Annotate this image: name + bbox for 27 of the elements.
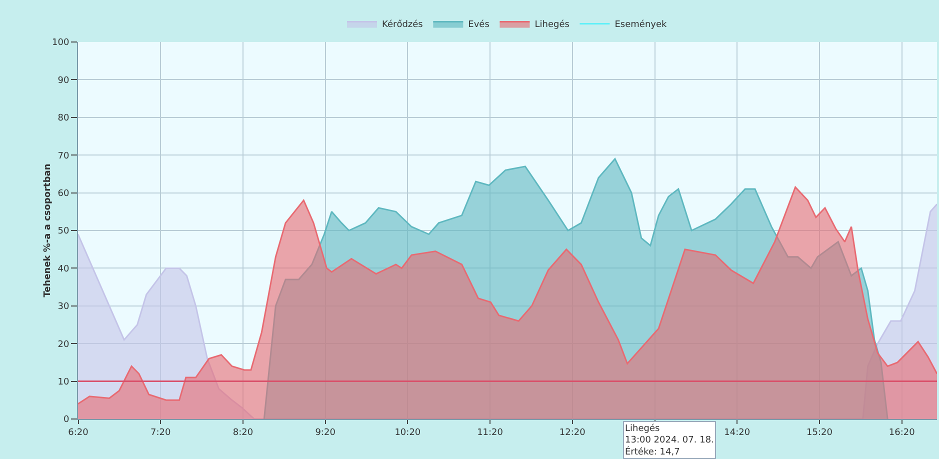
x-tick-label: 11:20	[477, 428, 504, 438]
x-tick-label: 7:20	[150, 428, 171, 438]
y-axis-title: Tehenek %-a a csoportban	[43, 164, 53, 298]
y-tick-label: 100	[52, 38, 70, 48]
legend-label: Evés	[468, 19, 490, 30]
y-tick-label: 30	[58, 302, 70, 312]
x-tick-label: 15:20	[806, 428, 833, 438]
y-tick-label: 0	[63, 415, 70, 426]
legend-label: Kérődzés	[382, 19, 424, 30]
y-tick-label: 40	[58, 264, 70, 274]
y-tick-label: 20	[58, 340, 70, 350]
x-tick-label: 8:20	[232, 428, 254, 438]
y-tick-label: 10	[58, 377, 70, 388]
y-tick-label: 50	[58, 226, 70, 237]
legend-label: Lihegés	[534, 19, 570, 30]
y-tick-label: 70	[58, 151, 70, 162]
legend-label: Események	[614, 19, 668, 30]
text: Lihegés 13:00 2024. 07. 18. Értéke: 14,7	[625, 423, 714, 458]
x-tick-label: 10:20	[394, 428, 421, 438]
x-tick-label: 14:20	[724, 428, 750, 438]
x-tick-label: 16:20	[888, 428, 916, 438]
y-tick-label: 80	[58, 114, 70, 124]
x-tick-label: 12:20	[559, 428, 586, 438]
x-tick-label: 9:20	[315, 428, 336, 438]
y-tick-label: 90	[58, 76, 70, 86]
y-tick-label: 60	[58, 188, 70, 199]
x-tick-label: 6:20	[68, 428, 89, 438]
